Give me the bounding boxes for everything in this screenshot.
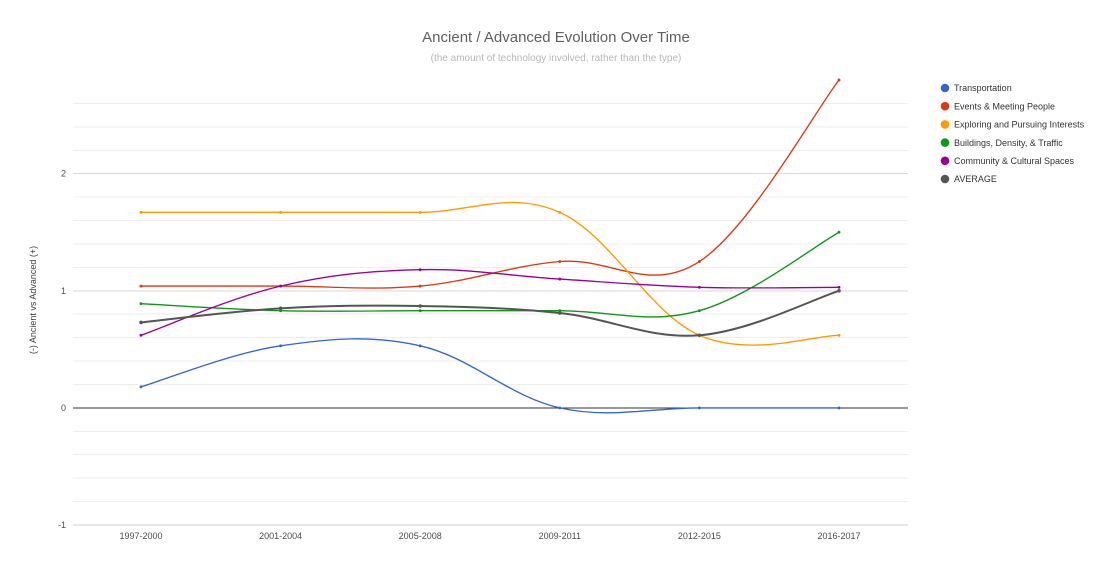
series-line-4	[140, 268, 840, 336]
legend-label: Buildings, Density, & Traffic	[954, 138, 1063, 148]
data-point	[837, 288, 841, 293]
legend-marker	[940, 174, 950, 184]
data-point	[837, 333, 841, 337]
data-point	[697, 406, 701, 410]
data-point	[418, 304, 423, 308]
data-point	[279, 210, 283, 214]
data-point	[558, 260, 562, 263]
legend-label: Transportation	[954, 83, 1012, 93]
y-tick-label: 0	[61, 403, 66, 413]
legend: Transportation Events & Meeting People Exp…	[940, 83, 1085, 184]
x-tick-label: 1997-2000	[119, 531, 162, 541]
legend-marker	[940, 138, 950, 147]
data-point	[697, 285, 701, 289]
data-point	[139, 333, 143, 337]
grid-layer	[73, 102, 908, 526]
data-point	[418, 309, 422, 313]
x-tick-label: 2001-2004	[259, 531, 302, 541]
legend-marker	[940, 120, 950, 129]
legend-label: AVERAGE	[954, 174, 997, 184]
data-point	[697, 333, 702, 338]
y-tick-label: 2	[61, 169, 66, 179]
data-point	[558, 406, 562, 410]
legend-label: Community & Cultural Spaces	[954, 156, 1075, 166]
data-point	[139, 210, 143, 214]
data-point	[418, 284, 422, 288]
legend-marker	[940, 101, 950, 111]
data-point	[279, 344, 283, 348]
data-point	[418, 210, 422, 214]
x-tick-label: 2005-2008	[399, 531, 442, 541]
y-tick-label: 1	[61, 286, 66, 296]
chart-title: Ancient / Advanced Evolution Over Time	[422, 29, 690, 46]
legend-label: Events & Meeting People	[954, 101, 1055, 111]
data-point	[837, 406, 841, 410]
x-tick-label: 2009-2011	[539, 531, 581, 541]
data-point	[139, 284, 143, 288]
x-tick-label: 2016-2017	[817, 531, 860, 541]
data-point	[837, 78, 841, 82]
axis-layer: 2 1 0 -1 1997-2000 2001-2004 2005-2008 2009-201…	[58, 169, 908, 541]
data-point	[558, 277, 562, 281]
x-tick-label: 2012-2015	[678, 531, 721, 541]
data-point	[697, 309, 701, 313]
chart-subtitle: (the amount of technology involved, rath…	[431, 53, 682, 64]
data-point	[837, 285, 841, 289]
data-point	[418, 268, 422, 272]
data-point	[558, 311, 562, 315]
data-point	[418, 344, 422, 348]
data-point	[697, 260, 701, 263]
series-line-5	[140, 289, 840, 337]
series-line-1	[141, 79, 840, 289]
legend-marker	[940, 156, 950, 166]
y-tick-label: -1	[58, 520, 66, 530]
data-point	[558, 210, 562, 214]
legend-marker	[940, 83, 950, 93]
y-axis-title: (-) Ancient vs Advanced (+)	[28, 246, 38, 354]
data-point	[139, 302, 143, 306]
data-point	[139, 385, 143, 389]
series-line-0	[140, 338, 839, 414]
series-layer	[139, 78, 841, 414]
data-point	[139, 320, 143, 325]
data-point	[837, 230, 841, 234]
legend-label: Exploring and Pursuing Interests	[954, 120, 1085, 130]
data-point	[279, 284, 283, 288]
series-line-3	[140, 231, 840, 318]
data-point	[278, 306, 283, 311]
series-line-2	[141, 201, 840, 346]
